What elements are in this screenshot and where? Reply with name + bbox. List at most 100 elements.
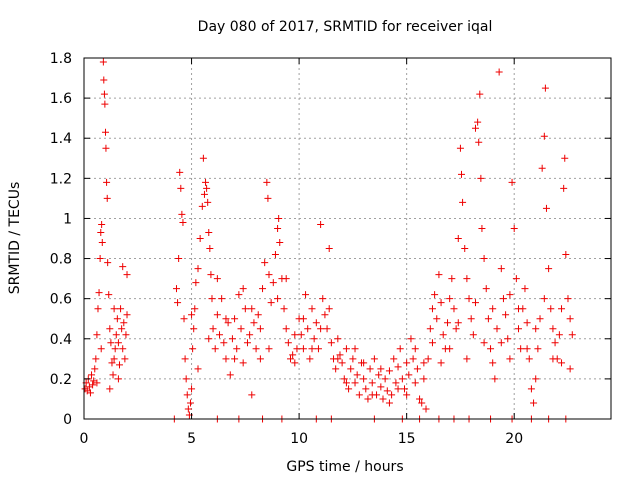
chart-title: Day 080 of 2017, SRMTID for receiver iqa… xyxy=(198,19,493,35)
data-point xyxy=(437,299,445,307)
data-point xyxy=(390,355,398,363)
data-point xyxy=(446,295,454,303)
data-point xyxy=(291,331,299,339)
data-point xyxy=(568,331,576,339)
data-point xyxy=(312,319,320,327)
grid-layer xyxy=(84,58,611,419)
data-point xyxy=(286,355,294,363)
data-point xyxy=(517,345,525,353)
data-point xyxy=(317,325,325,333)
data-point xyxy=(103,194,111,202)
data-point xyxy=(401,385,409,393)
data-point xyxy=(362,385,370,393)
data-point xyxy=(416,395,424,403)
data-point xyxy=(398,375,406,383)
data-point xyxy=(110,305,118,313)
data-point xyxy=(420,359,428,367)
data-point xyxy=(532,325,540,333)
data-point xyxy=(428,305,436,313)
data-point xyxy=(100,76,108,84)
data-point xyxy=(231,315,239,323)
data-point xyxy=(106,385,114,393)
data-point xyxy=(174,299,182,307)
data-point xyxy=(508,178,516,186)
data-point xyxy=(91,365,99,373)
data-point xyxy=(120,319,128,327)
data-point xyxy=(497,265,505,273)
data-point xyxy=(439,331,447,339)
data-point xyxy=(274,295,282,303)
data-point xyxy=(351,379,359,387)
data-point xyxy=(523,345,531,353)
data-point xyxy=(123,271,131,279)
data-point xyxy=(109,371,117,379)
data-point xyxy=(405,371,413,379)
y-axis-label: SRMTID / TECUs xyxy=(7,182,23,295)
y-tick-label: 1.2 xyxy=(50,171,72,187)
data-point xyxy=(246,331,254,339)
data-point xyxy=(99,58,107,66)
data-point xyxy=(302,291,310,299)
data-point xyxy=(106,325,114,333)
data-point xyxy=(184,405,192,413)
data-point xyxy=(206,245,214,253)
data-point xyxy=(213,275,221,283)
data-point xyxy=(100,90,108,98)
data-point xyxy=(96,255,104,263)
data-point xyxy=(119,345,127,353)
data-point xyxy=(342,345,350,353)
data-point xyxy=(377,383,385,391)
data-point xyxy=(551,339,559,347)
data-point xyxy=(471,299,479,307)
data-point xyxy=(114,339,122,347)
data-point xyxy=(233,345,241,353)
data-point xyxy=(334,335,342,343)
data-point xyxy=(117,305,125,313)
data-point xyxy=(435,271,443,279)
data-point xyxy=(561,154,569,162)
data-point xyxy=(366,365,374,373)
data-point xyxy=(276,239,284,247)
data-point xyxy=(345,385,353,393)
data-point xyxy=(110,355,118,363)
data-point xyxy=(317,220,325,228)
data-point xyxy=(403,391,411,399)
data-point xyxy=(510,224,518,232)
data-point xyxy=(178,210,186,218)
data-point xyxy=(299,315,307,323)
data-point xyxy=(549,355,557,363)
data-point xyxy=(202,178,210,186)
data-point xyxy=(541,84,549,92)
data-point xyxy=(228,335,236,343)
y-tick-label: 0.2 xyxy=(50,372,72,388)
y-tick-label: 0.6 xyxy=(50,292,72,308)
data-point xyxy=(484,315,492,323)
data-point xyxy=(180,315,188,323)
data-point xyxy=(512,275,520,283)
data-point xyxy=(256,325,264,333)
data-point xyxy=(297,331,305,339)
data-point xyxy=(360,375,368,383)
data-point xyxy=(463,355,471,363)
data-point xyxy=(264,194,272,202)
data-point xyxy=(104,259,112,267)
data-point xyxy=(113,315,121,323)
data-point xyxy=(179,218,187,226)
data-point xyxy=(377,365,385,373)
data-point xyxy=(115,361,123,369)
data-point xyxy=(364,395,372,403)
data-point xyxy=(428,339,436,347)
data-point xyxy=(497,339,505,347)
data-point xyxy=(192,279,200,287)
data-point xyxy=(231,355,239,363)
data-point xyxy=(381,375,389,383)
data-point xyxy=(325,245,333,253)
data-point xyxy=(411,345,419,353)
data-point xyxy=(476,90,484,98)
data-point xyxy=(289,351,297,359)
data-point xyxy=(97,228,105,236)
data-point xyxy=(489,359,497,367)
data-point xyxy=(323,325,331,333)
data-point xyxy=(467,315,475,323)
